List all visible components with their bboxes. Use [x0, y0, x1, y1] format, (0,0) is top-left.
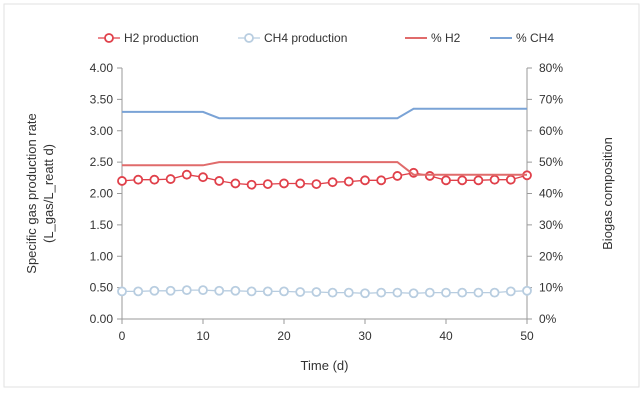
data-point-1 [149, 285, 160, 296]
y2-tick-label: 70% [539, 92, 563, 106]
data-point-0 [473, 175, 484, 186]
legend-swatch-marker [244, 33, 254, 43]
data-point-1 [392, 287, 403, 298]
data-point-1 [505, 286, 516, 297]
legend-swatch-marker [104, 33, 114, 43]
y-tick-label: 2.50 [90, 155, 114, 169]
data-point-0 [505, 174, 516, 185]
series-line-2 [122, 161, 527, 176]
data-point-0 [149, 174, 160, 185]
data-point-0 [360, 175, 370, 186]
x-tick-label: 10 [196, 329, 210, 343]
data-point-0 [181, 169, 192, 180]
data-point-1 [117, 286, 127, 297]
data-point-1 [165, 285, 176, 296]
data-point-1 [473, 287, 484, 298]
data-point-0 [327, 177, 338, 188]
data-point-1 [181, 285, 192, 296]
data-point-0 [489, 174, 500, 185]
series-layer [117, 107, 532, 299]
data-point-1 [214, 285, 225, 296]
data-point-0 [198, 172, 208, 183]
data-point-1 [489, 287, 500, 298]
y-tick-label: 1.00 [90, 249, 114, 263]
y-axis-title-line: (L_gas/L_reatt d) [41, 144, 56, 243]
y-axis-title-line: Specific gas production rate [24, 113, 39, 273]
data-point-0 [133, 174, 144, 185]
y-tick-label: 0.00 [90, 312, 114, 326]
data-point-1 [424, 287, 435, 298]
y2-tick-label: 30% [539, 218, 563, 232]
data-point-0 [311, 179, 322, 189]
y-tick-label: 1.50 [90, 218, 114, 232]
y-tick-label: 3.50 [90, 92, 114, 106]
y-tick-label: 3.00 [90, 124, 114, 138]
x-tick-label: 0 [119, 329, 126, 343]
data-point-1 [441, 287, 451, 298]
data-point-1 [311, 287, 322, 297]
data-point-0 [441, 175, 451, 186]
data-point-1 [522, 285, 532, 296]
data-point-0 [279, 178, 289, 189]
y2-tick-label: 10% [539, 281, 563, 295]
data-point-1 [376, 287, 387, 298]
data-point-0 [343, 176, 354, 187]
y2-tick-label: 20% [539, 249, 563, 263]
y-tick-label: 0.50 [90, 281, 114, 295]
y2-tick-label: 40% [539, 187, 563, 201]
series-line-3 [122, 107, 527, 120]
data-point-1 [279, 286, 289, 297]
data-point-1 [408, 288, 419, 299]
legend-label: CH4 production [264, 31, 347, 45]
y2-tick-label: 60% [539, 124, 563, 138]
legend-label: H2 production [124, 31, 199, 45]
y2-tick-label: 0% [539, 312, 557, 326]
y-tick-label: 2.00 [90, 187, 114, 201]
data-point-0 [457, 175, 468, 186]
y2-tick-label: 80% [539, 61, 563, 75]
x-tick-label: 30 [358, 329, 372, 343]
legend: H2 production CH4 production % H2 % CH4 [98, 31, 554, 45]
data-point-0 [117, 176, 127, 186]
x-tick-label: 50 [520, 329, 534, 343]
chart-frame [3, 3, 640, 388]
legend-label: % H2 [431, 31, 461, 45]
x-tick-label: 40 [439, 329, 453, 343]
axes: 0.00 0.50 1.00 1.50 2.00 2.50 3.00 3.50 4.00 0% 10… [24, 61, 615, 373]
data-point-0 [230, 178, 241, 189]
data-point-0 [392, 171, 403, 181]
data-point-0 [376, 175, 387, 186]
data-point-1 [360, 288, 370, 299]
data-point-0 [295, 178, 306, 189]
data-point-1 [343, 287, 354, 298]
data-point-1 [457, 287, 468, 298]
x-axis-title: Time (d) [301, 358, 349, 373]
data-point-0 [214, 176, 225, 186]
data-point-1 [230, 285, 241, 296]
data-point-0 [165, 174, 176, 184]
data-point-1 [327, 287, 338, 298]
data-point-0 [262, 179, 273, 189]
data-point-1 [198, 285, 208, 296]
data-point-0 [424, 171, 435, 181]
data-point-1 [133, 286, 144, 297]
x-tick-label: 20 [277, 329, 291, 343]
data-point-1 [295, 287, 306, 297]
y2-tick-label: 50% [539, 155, 563, 169]
data-point-0 [246, 179, 257, 190]
legend-label: % CH4 [516, 31, 554, 45]
y-axis-title: Specific gas production rate (L_gas/L_rea… [24, 113, 56, 273]
data-point-1 [246, 286, 257, 297]
y-tick-label: 4.00 [90, 61, 114, 75]
data-point-1 [262, 286, 273, 297]
y2-axis-title: Biogas composition [600, 137, 615, 250]
